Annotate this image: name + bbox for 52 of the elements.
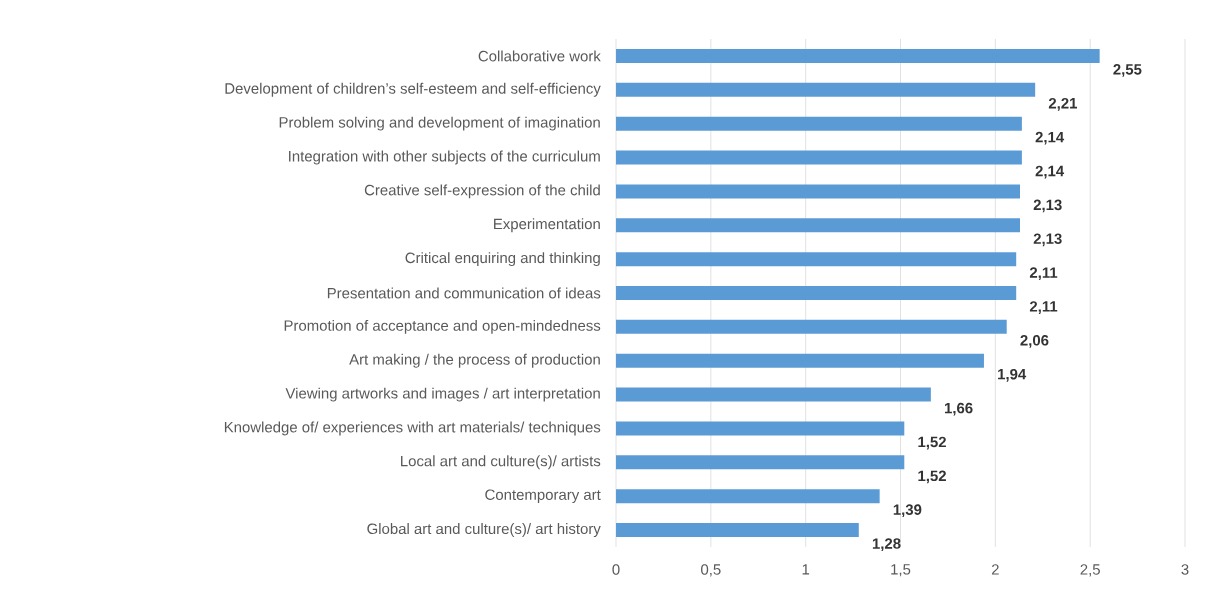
y-tick-label: Critical enquiring and thinking (405, 252, 600, 267)
data-label: 2,11 (1029, 267, 1058, 281)
y-tick-label: Viewing artworks and images / art interpretation (285, 387, 600, 402)
bar (616, 455, 905, 470)
data-label: 1,52 (918, 470, 946, 484)
y-tick-label: Local art and culture(s)/ artists (401, 455, 601, 470)
data-label: 1,94 (998, 368, 1027, 382)
bar (616, 285, 1017, 300)
y-tick-label: Development of children’s self-esteem and self-efficiency (225, 82, 601, 97)
y-tick-label: Contemporary art (485, 489, 601, 503)
y-tick-label: Problem solving and development of imagination (279, 116, 600, 131)
y-tick-label: Promotion of acceptance and open-mindedness (284, 319, 601, 334)
y-tick-label: Integration with other subjects of the curriculum (289, 150, 600, 165)
x-tick-label: 1,5 (891, 564, 911, 577)
x-tick-label: 3 (1181, 564, 1189, 575)
data-label: 2,21 (1048, 97, 1078, 111)
bar (616, 523, 859, 538)
y-tick-label: Presentation and communication of ideas (327, 287, 601, 299)
y-tick-label: Global art and culture(s)/ art history (367, 523, 601, 538)
data-label: 2,13 (1033, 233, 1062, 247)
data-label: 2,13 (1033, 199, 1062, 213)
x-tick-label: 2 (991, 564, 999, 575)
x-tick-label: 1 (802, 564, 810, 575)
bar (616, 82, 1036, 97)
bar (616, 116, 1022, 131)
bar (616, 252, 1017, 267)
y-tick-label: Experimentation (494, 218, 600, 233)
bar (616, 48, 1100, 63)
bar (616, 150, 1022, 165)
x-tick-label: 0,5 (701, 564, 721, 577)
y-tick-label: Collaborative work (478, 50, 601, 62)
y-tick-label: Art making / the process of production (349, 353, 600, 368)
data-label: 1,66 (944, 402, 973, 416)
data-label: 2,55 (1113, 64, 1142, 77)
data-label: 1,52 (918, 436, 946, 450)
data-label: 1,28 (872, 538, 901, 551)
data-label: 2,14 (1035, 165, 1065, 179)
y-tick-label: Knowledge of/ experiences with art materials/ techniques (224, 421, 601, 436)
bar (616, 218, 1020, 233)
bar (616, 489, 880, 504)
bar (616, 353, 984, 368)
bar (616, 421, 905, 436)
data-label: 2,14 (1035, 131, 1065, 145)
bar (616, 319, 1007, 334)
y-tick-label: Creative self-expression of the child (364, 184, 600, 199)
data-label: 2,11 (1029, 301, 1058, 314)
bar (616, 387, 931, 402)
x-tick-label: 0 (612, 564, 620, 575)
data-label: 1,39 (893, 504, 922, 518)
data-label: 2,06 (1020, 335, 1049, 348)
x-tick-label: 2,5 (1080, 564, 1100, 577)
bar (616, 184, 1020, 199)
